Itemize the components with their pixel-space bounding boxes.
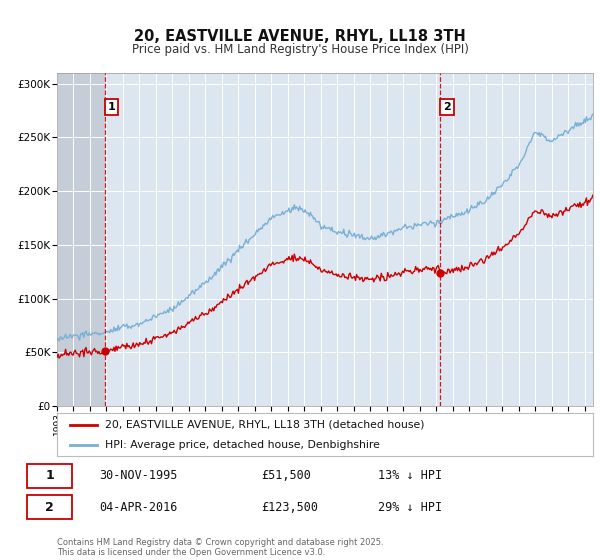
Bar: [57, 73, 105, 406]
Text: 13% ↓ HPI: 13% ↓ HPI: [378, 469, 442, 482]
FancyBboxPatch shape: [27, 464, 72, 488]
Text: Price paid vs. HM Land Registry's House Price Index (HPI): Price paid vs. HM Land Registry's House …: [131, 43, 469, 56]
Text: 1: 1: [45, 469, 54, 482]
Text: Contains HM Land Registry data © Crown copyright and database right 2025.
This d: Contains HM Land Registry data © Crown c…: [57, 538, 383, 557]
Text: HPI: Average price, detached house, Denbighshire: HPI: Average price, detached house, Denb…: [105, 440, 380, 450]
Text: 30-NOV-1995: 30-NOV-1995: [99, 469, 178, 482]
Text: £51,500: £51,500: [261, 469, 311, 482]
Text: 1: 1: [108, 102, 116, 112]
Text: 20, EASTVILLE AVENUE, RHYL, LL18 3TH: 20, EASTVILLE AVENUE, RHYL, LL18 3TH: [134, 29, 466, 44]
Text: 2: 2: [443, 102, 451, 112]
Text: £123,500: £123,500: [261, 501, 318, 514]
FancyBboxPatch shape: [27, 495, 72, 519]
Text: 04-APR-2016: 04-APR-2016: [99, 501, 178, 514]
Text: 29% ↓ HPI: 29% ↓ HPI: [378, 501, 442, 514]
Text: 2: 2: [45, 501, 54, 514]
Text: 20, EASTVILLE AVENUE, RHYL, LL18 3TH (detached house): 20, EASTVILLE AVENUE, RHYL, LL18 3TH (de…: [105, 419, 425, 430]
